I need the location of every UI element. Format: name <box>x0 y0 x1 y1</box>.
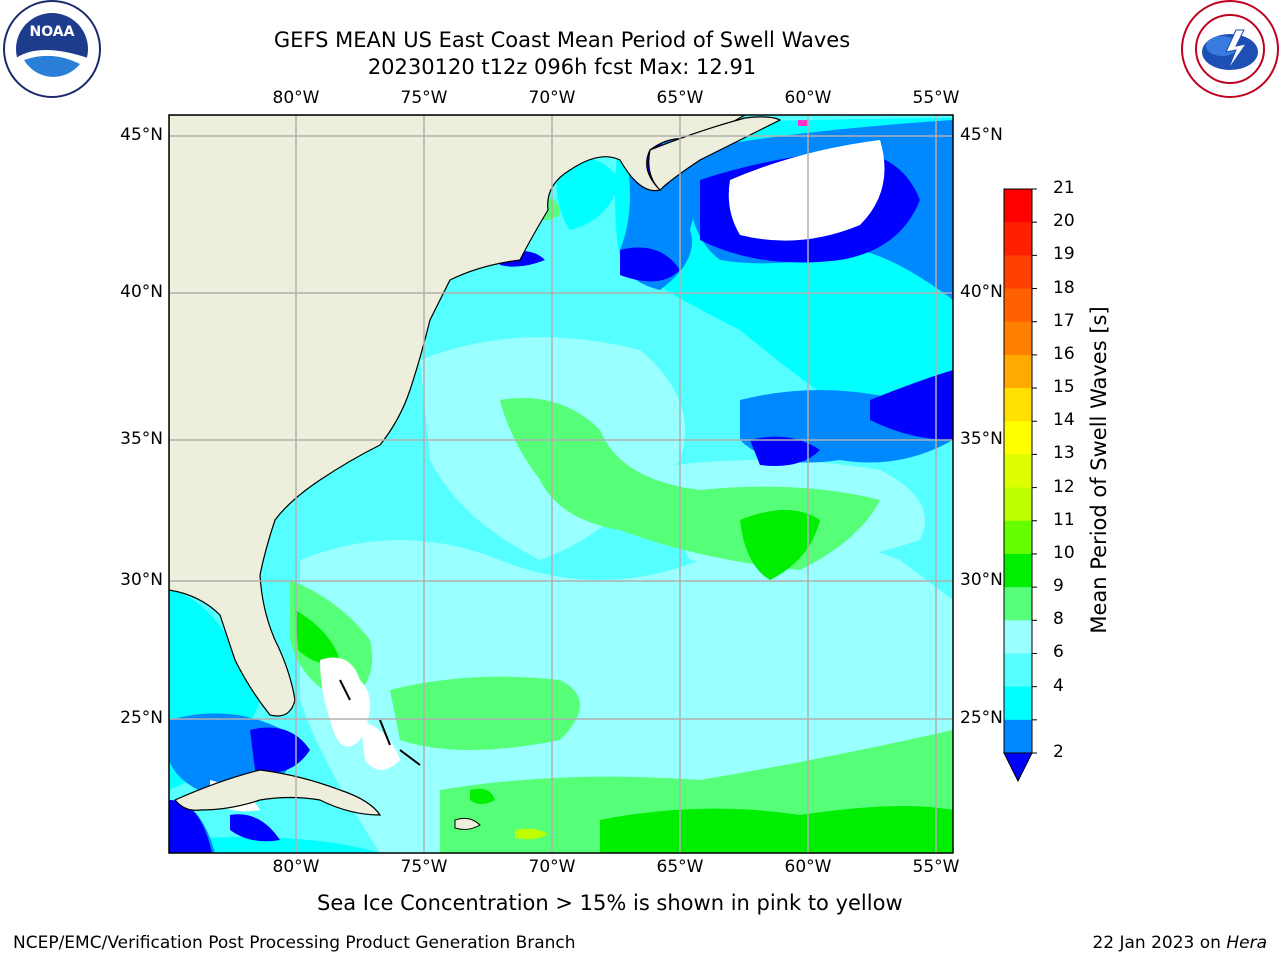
footer-host: Hera <box>1226 933 1267 953</box>
lon-label: 80°W <box>272 857 320 877</box>
footer-right: 22 Jan 2023 on Hera <box>1092 933 1267 953</box>
nws-logo <box>1181 0 1279 98</box>
colorbar-extend-min <box>1003 752 1033 783</box>
colorbar-tick-label: 21 <box>1053 178 1075 198</box>
colorbar-tick-label: 18 <box>1053 277 1075 298</box>
map-gridlines <box>169 115 953 853</box>
colorbar-tick-label: 17 <box>1053 310 1075 331</box>
lat-label: 25°N <box>960 708 1003 728</box>
colorbar-tick-label: 19 <box>1053 244 1075 265</box>
land-nova-scotia <box>648 116 782 191</box>
map-frame <box>168 114 954 854</box>
colorbar-segment <box>1004 288 1032 323</box>
colorbar-segment <box>1004 686 1032 721</box>
lat-label: 30°N <box>120 570 163 590</box>
colorbar-segment <box>1004 620 1032 654</box>
colorbar-segment <box>1004 719 1032 754</box>
colorbar-segment <box>1004 587 1032 621</box>
lon-label: 75°W <box>400 88 448 108</box>
colorbar-segment <box>1004 255 1032 290</box>
lon-label: 55°W <box>912 88 960 108</box>
lat-label: 45°N <box>120 125 163 145</box>
land-hispaniola <box>454 817 481 830</box>
lat-label: 40°N <box>960 282 1003 302</box>
noaa-logo: NOAA <box>3 0 101 98</box>
lon-label: 60°W <box>784 857 832 877</box>
land-cuba <box>174 769 382 816</box>
lat-label: 45°N <box>960 125 1003 145</box>
lon-label: 70°W <box>528 88 576 108</box>
lon-label: 60°W <box>784 88 832 108</box>
footer-date: 22 Jan 2023 on <box>1092 933 1227 953</box>
colorbar-tick-label: 4 <box>1053 675 1064 696</box>
colorbar-segment <box>1004 321 1032 356</box>
lat-label: 35°N <box>120 429 163 449</box>
colorbar-segment <box>1004 520 1032 555</box>
colorbar-segment <box>1004 189 1032 223</box>
colorbar-segment <box>1004 421 1032 455</box>
colorbar-segment <box>1004 222 1032 256</box>
chart-title: GEFS MEAN US East Coast Mean Period of S… <box>273 28 851 52</box>
swell-field <box>169 115 953 853</box>
colorbar-segment <box>1004 388 1032 422</box>
colorbar-segment <box>1004 553 1032 588</box>
noaa-logo-text: NOAA <box>30 24 75 40</box>
colorbar <box>1003 188 1037 783</box>
lon-label: 65°W <box>656 857 704 877</box>
colorbar-tick-label: 14 <box>1053 410 1075 431</box>
colorbar-label: Mean Period of Swell Waves [s] <box>1087 306 1111 634</box>
lon-label: 65°W <box>656 88 704 108</box>
land-north-america <box>169 115 747 717</box>
chart-subtitle: 20230120 t12z 096h fcst Max: 12.91 <box>367 55 757 79</box>
lon-label: 55°W <box>912 857 960 877</box>
colorbar-tick-label: 9 <box>1053 576 1064 597</box>
lat-label: 35°N <box>960 429 1003 449</box>
lat-label: 40°N <box>120 282 163 302</box>
colorbar-tick-label: 2 <box>1053 742 1064 762</box>
colorbar-tick-label: 10 <box>1053 542 1075 563</box>
colorbar-tick-label: 13 <box>1053 443 1075 464</box>
colorbar-tick-label: 11 <box>1053 509 1075 530</box>
colorbar-tick-label: 16 <box>1053 343 1075 364</box>
lon-label: 70°W <box>528 857 576 877</box>
colorbar-tick-label: 8 <box>1053 609 1064 630</box>
lon-label: 80°W <box>272 88 320 108</box>
lat-label: 30°N <box>960 570 1003 590</box>
colorbar-tick-label: 20 <box>1053 211 1075 232</box>
colorbar-segment <box>1004 487 1032 522</box>
colorbar-segment <box>1004 354 1032 389</box>
sea-ice-caption: Sea Ice Concentration > 15% is shown in … <box>317 891 903 915</box>
colorbar-tick-label: 15 <box>1053 377 1075 398</box>
colorbar-segment <box>1004 454 1032 489</box>
land-bahamas <box>339 679 421 766</box>
footer-left: NCEP/EMC/Verification Post Processing Pr… <box>13 933 576 953</box>
colorbar-segment <box>1004 653 1032 688</box>
lon-label: 75°W <box>400 857 448 877</box>
lat-label: 25°N <box>120 708 163 728</box>
colorbar-tick-label: 12 <box>1053 476 1075 497</box>
colorbar-tick-label: 6 <box>1053 642 1064 663</box>
colorbar-frame <box>1003 188 1033 754</box>
